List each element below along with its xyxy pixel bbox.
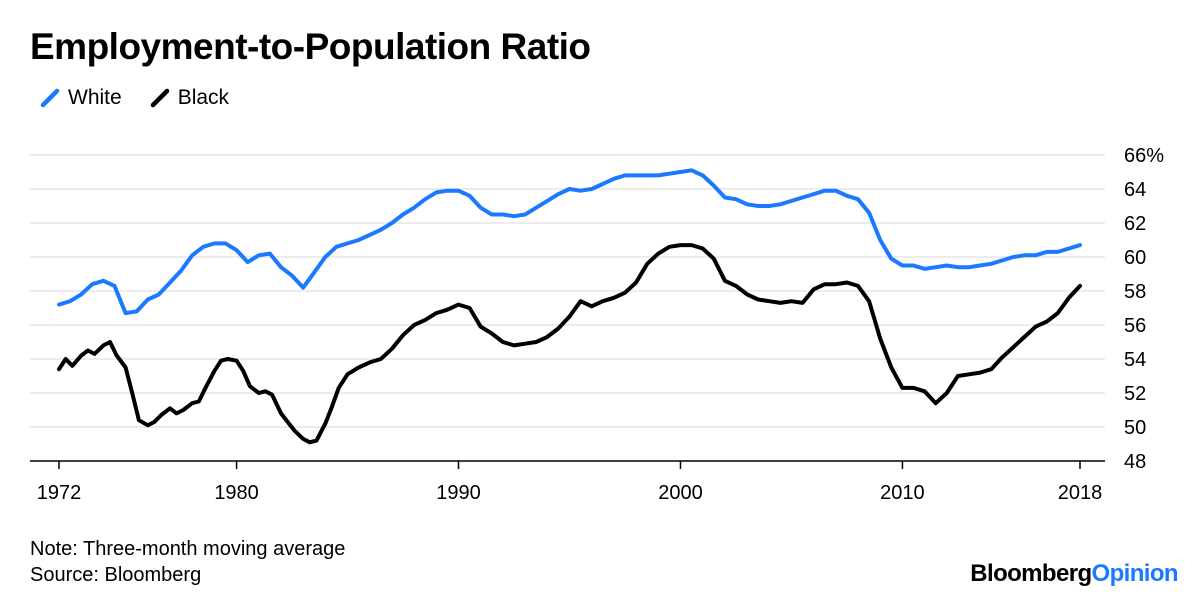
bloomberg-opinion-logo: BloombergOpinion bbox=[970, 560, 1178, 588]
x-tick-label-2010: 2010 bbox=[880, 482, 925, 504]
chart-title: Employment-to-Population Ratio bbox=[30, 26, 591, 67]
y-tick-label-60: 60 bbox=[1124, 247, 1146, 269]
legend-label-black: Black bbox=[177, 86, 230, 109]
x-tick-label-1972: 1972 bbox=[37, 482, 82, 504]
legend-label-white: White bbox=[68, 86, 122, 109]
series-line-black bbox=[57, 243, 1082, 445]
source-text: Source: Bloomberg bbox=[30, 564, 202, 586]
brand-part1: Bloomberg bbox=[970, 560, 1092, 587]
x-tick-label-1990: 1990 bbox=[436, 482, 481, 504]
y-tick-label-56: 56 bbox=[1124, 315, 1146, 337]
y-tick-label-52: 52 bbox=[1124, 383, 1146, 405]
y-tick-label-62: 62 bbox=[1124, 213, 1146, 235]
x-tick-label-2018: 2018 bbox=[1058, 482, 1103, 504]
y-tick-label-54: 54 bbox=[1124, 349, 1146, 371]
y-tick-label-66: 66% bbox=[1124, 145, 1164, 167]
legend-item-black: Black bbox=[150, 86, 229, 110]
series-line-white bbox=[57, 168, 1082, 316]
y-tick-label-64: 64 bbox=[1124, 179, 1146, 201]
legend-item-white: White bbox=[40, 86, 122, 110]
brand-part2: Opinion bbox=[1091, 560, 1179, 587]
legend-swatch-white-icon bbox=[40, 88, 60, 108]
legend: White Black bbox=[40, 86, 229, 110]
y-tick-label-58: 58 bbox=[1124, 281, 1146, 303]
x-tick-label-1980: 1980 bbox=[214, 482, 259, 504]
footnote: Note: Three-month moving average Source:… bbox=[30, 536, 345, 588]
x-tick-label-2000: 2000 bbox=[658, 482, 703, 504]
note-text: Note: Three-month moving average bbox=[30, 538, 346, 560]
y-tick-label-48: 48 bbox=[1124, 451, 1146, 473]
y-tick-label-50: 50 bbox=[1124, 417, 1146, 439]
legend-swatch-black-icon bbox=[150, 88, 169, 108]
